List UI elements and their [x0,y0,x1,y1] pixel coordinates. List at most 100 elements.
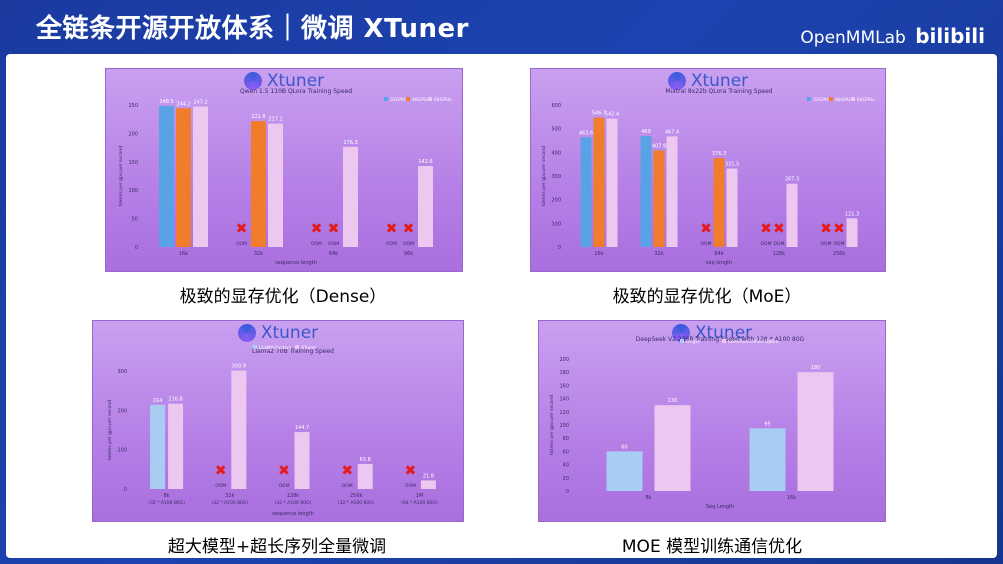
data-label: 542.4 [605,112,619,118]
oom-label: OOM [342,483,353,489]
x-tick-label: 64k [329,251,338,257]
bar [713,157,725,247]
chart-panel-moe: Xtuner Mixtral 8x22b QLora Training Spee… [530,68,886,272]
x-tick-label: 256k [350,493,363,499]
x-tick-label: 16k [787,495,796,501]
y-tick-label: 60 [563,449,569,455]
data-label: 546.7 [592,111,606,117]
y-tick-label: 0 [135,245,138,251]
oom-x-icon: ✖ [341,463,353,479]
x-axis-label: sequence length [275,260,317,266]
data-label: 60 [621,444,627,450]
oom-label: OOM [821,241,832,247]
y-tick-label: 200 [128,131,138,137]
data-label: 221.6 [251,114,265,120]
oom-x-icon: ✖ [760,221,772,237]
bar [418,166,433,247]
legend-label: 64GPUs [434,97,452,103]
bar [150,404,166,489]
y-tick-label: 200 [117,408,127,414]
brand-logo: OpenMMLab bilibili [800,24,985,48]
x-tick-label: 16k [179,251,188,257]
oom-x-icon: ✖ [386,221,398,237]
x-tick-sublabel: (32 * A100 80G) [211,500,248,506]
bar [268,123,283,247]
xtuner-logo-icon [671,324,690,342]
data-label: 300.9 [232,364,246,370]
data-label: 244.2 [176,101,190,107]
data-label: 469 [641,129,651,135]
data-label: 121.3 [845,211,859,217]
y-tick-label: 140 [559,397,569,403]
chart-panel-long-seq: Xtuner Llama2 70B Training Speed 0 100 200 3… [92,320,464,522]
legend-swatch [384,97,388,101]
legend-label: 64GPUs [857,97,875,103]
y-tick-label: 120 [559,410,569,416]
legend-label: LLaMA-Factory [259,345,292,351]
y-tick-label: 250 [128,103,138,109]
xtuner-logo-icon [243,72,262,90]
legend-swatch [807,97,811,101]
x-tick-sublabel: (64 * A100 80G) [401,500,438,506]
chart-title: Mixtral 8x22b QLora Training Speed [665,88,772,95]
y-tick-label: 100 [551,221,561,227]
oom-x-icon: ✖ [403,221,415,237]
y-tick-label: 100 [559,423,569,429]
xtuner-logo-text: Xtuner [694,323,753,343]
x-axis-label: seq length [706,260,732,266]
data-label: 247.2 [193,100,207,106]
bar [666,136,678,247]
legend-swatch [829,97,833,101]
chart-svg: DeepSeek V2 236B Training Speed with 128… [549,336,834,510]
oom-x-icon: ✖ [833,221,845,237]
data-label: 180 [811,365,821,371]
xtuner-logo-icon [237,324,256,342]
data-label: 376.3 [712,151,726,157]
bar [168,403,184,489]
oom-x-icon: ✖ [700,221,712,237]
oom-label: OOM [701,241,712,247]
oom-x-icon: ✖ [236,221,248,237]
xtuner-logo-icon [667,72,686,90]
data-label: 95 [764,421,770,427]
chart-title: Qwen 1.5 110B QLora Training Speed [240,88,352,95]
data-label: 63.8 [360,457,371,463]
oom-label: OOM [236,241,247,247]
x-axis-label: sequence length [272,511,314,517]
data-label: 463.6 [579,130,593,136]
xtuner-logo: Xtuner [93,321,463,345]
y-axis-label: tokens per gpu per second [549,395,555,455]
y-tick-label: 50 [132,217,138,223]
oom-label: OOM [405,483,416,489]
y-tick-label: 150 [128,160,138,166]
y-tick-label: 20 [563,476,569,482]
y-tick-label: 40 [563,463,569,469]
xtuner-logo: Xtuner [539,321,885,345]
x-tick-sublabel: (32 * A100 80G) [275,500,312,506]
oom-x-icon: ✖ [328,221,340,237]
y-tick-label: 0 [566,489,569,495]
x-tick-label: 128k [773,251,786,257]
x-tick-label: 1M [416,493,424,499]
bar [176,108,191,247]
bar [606,451,643,491]
legend-swatch [722,339,726,343]
bar [606,118,618,247]
x-tick-label: 96k [404,251,413,257]
chart-svg: Qwen 1.5 110B QLora Training Speed 0 50 100… [118,88,452,266]
chart-title: Llama2 70B Training Speed [252,348,334,355]
legend-label: 48GPUs [835,97,853,103]
x-tick-label: 128k [287,493,300,499]
legend-label: Origin [686,339,700,345]
bar [251,121,266,247]
chart-panel-comm: Xtuner DeepSeek V2 236B Training Speed w… [538,320,886,522]
legend-label: 32GPUs [390,97,408,103]
xtuner-logo: Xtuner [106,69,462,93]
y-tick-label: 100 [128,188,138,194]
bar [797,372,834,491]
y-tick-label: 160 [559,383,569,389]
slide-title: 全链条开源开放体系｜微调 XTuner [36,14,469,44]
bar [593,117,605,247]
oom-label: OOM [403,241,414,247]
bar [786,183,798,247]
